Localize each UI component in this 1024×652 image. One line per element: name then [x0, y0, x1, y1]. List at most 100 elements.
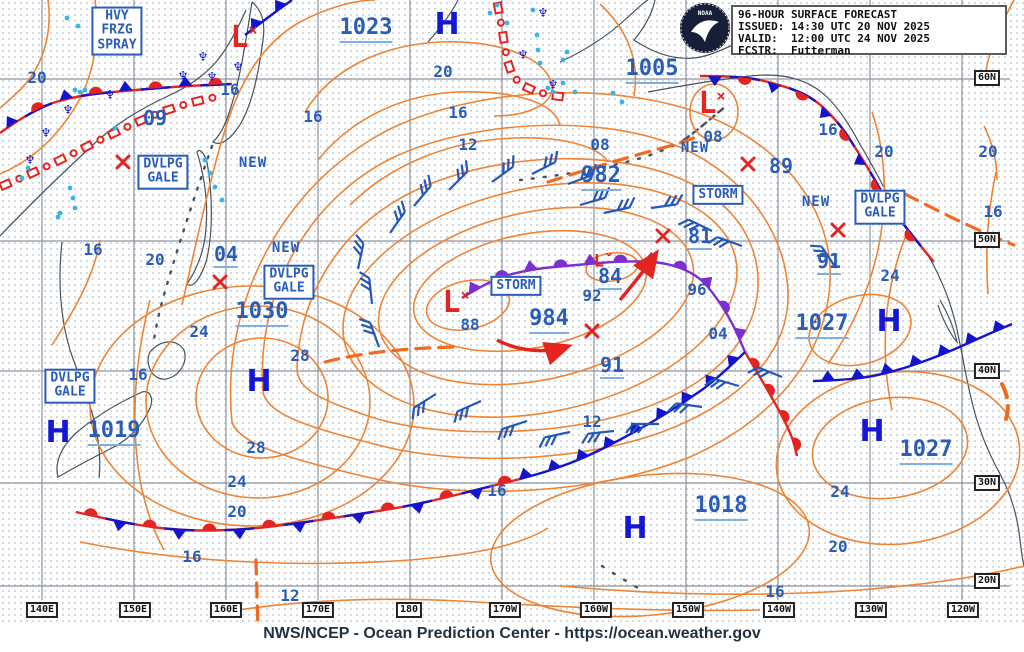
shower-dot-icon — [202, 157, 208, 163]
front-pip-triangle — [734, 327, 747, 341]
wind-barb-icon — [389, 200, 406, 234]
front-pip-triangle — [275, 0, 287, 13]
devel-front-circle — [496, 18, 505, 27]
wind-barb-icon — [352, 234, 365, 270]
isobar — [181, 0, 376, 306]
front-pip-semicircle — [870, 178, 882, 192]
trough-line — [546, 133, 702, 184]
isobar — [808, 293, 912, 367]
wind-barb-icon — [581, 429, 615, 444]
shower-dot-icon — [72, 205, 78, 211]
wind-barb-icon — [358, 318, 381, 348]
island-chain — [682, 104, 728, 142]
trough-line — [323, 345, 457, 364]
front-pip-triangle — [937, 344, 951, 357]
devel-front-rect — [133, 113, 149, 128]
shower-dot-icon — [487, 10, 493, 16]
movement-arrow — [618, 249, 659, 302]
coastline — [186, 149, 212, 286]
front-pip-triangle — [468, 281, 481, 294]
front-pip-triangle — [819, 105, 832, 118]
isobar — [983, 125, 998, 181]
shower-dot-icon — [534, 32, 540, 38]
front-pip-semicircle — [839, 128, 851, 141]
wind-barb-icon — [413, 174, 432, 207]
front-pip-semicircle — [31, 102, 45, 113]
attribution-caption: NWS/NCEP - Ocean Prediction Center - htt… — [263, 625, 761, 642]
island-chain — [518, 138, 686, 182]
coastline — [59, 241, 101, 479]
front-pip-semicircle — [142, 519, 157, 528]
wind-barb-icon — [411, 393, 437, 420]
front-pip-triangle — [656, 407, 669, 420]
shower-dot-icon — [55, 214, 61, 220]
position-x-icon — [830, 222, 846, 238]
wind-barb-icon — [497, 419, 528, 441]
coastline — [427, 0, 459, 43]
devel-front-rect — [161, 103, 177, 116]
wind-barb-icon — [538, 430, 571, 449]
front-pip-triangle — [178, 76, 193, 87]
shower-dot-icon — [67, 185, 73, 191]
isobar — [377, 206, 695, 386]
wind-barb-icon — [747, 366, 783, 379]
front-pip-triangle — [547, 459, 562, 471]
shower-dot-icon — [219, 197, 225, 203]
shower-dot-icon — [72, 87, 78, 93]
isobar — [261, 124, 789, 460]
front-pip-triangle — [708, 75, 722, 87]
front-pip-semicircle — [202, 523, 217, 531]
icing-symbol-icon: ♆ — [198, 48, 207, 66]
isobar — [296, 157, 759, 433]
wind-barb-icon — [567, 163, 597, 186]
mixed-front-overlay — [0, 82, 233, 134]
isobar — [195, 337, 329, 459]
shower-dot-icon — [610, 90, 616, 96]
shower-dot-icon — [82, 87, 88, 93]
trough-line — [1000, 382, 1010, 421]
front-pip-triangle — [767, 81, 782, 94]
noaa-logo-text: NOAA — [698, 10, 713, 17]
front-pip-semicircle — [148, 81, 163, 89]
coastline — [937, 299, 959, 345]
isobar — [986, 171, 997, 295]
isobar — [79, 527, 549, 565]
shower-dot-icon — [112, 125, 118, 131]
devel-front-rect — [25, 166, 41, 180]
shower-dot-icon — [70, 195, 76, 201]
devel-front-rect — [106, 126, 122, 140]
front-pip-semicircle — [904, 228, 916, 242]
isobar — [585, 251, 639, 283]
coastline — [56, 391, 153, 478]
isobar — [89, 285, 415, 527]
wind-barb-icon — [579, 186, 611, 207]
header-valid: VALID: 12:00 UTC 24 NOV 2025 — [738, 32, 931, 45]
front-pip-semicircle — [673, 260, 687, 271]
cold-front — [812, 322, 1013, 383]
coastline — [147, 341, 186, 380]
front-pip-triangle — [681, 391, 694, 404]
map-graphics: ♆♆♆♆♆♆ ♆♆♆♆♆ — [0, 0, 1024, 622]
movement-arrow — [496, 338, 573, 366]
front-pip-triangle — [59, 89, 74, 101]
island-chain — [152, 144, 214, 342]
shower-dot-icon — [537, 60, 543, 66]
front-pip-triangle — [519, 467, 533, 480]
shower-dot-icon — [560, 80, 566, 86]
icing-symbol-icon: ♆ — [63, 101, 72, 119]
front-pip-semicircle — [321, 511, 336, 520]
wind-barb-icon — [491, 155, 515, 183]
isobar — [51, 239, 101, 346]
front-pip-triangle — [6, 116, 19, 129]
coastline — [212, 1, 265, 144]
shower-dot-icon — [212, 184, 218, 190]
front-pip-semicircle — [719, 300, 730, 314]
front-pip-semicircle — [497, 475, 512, 485]
front-pip-triangle — [820, 370, 835, 381]
wind-barb-icon — [707, 236, 743, 249]
shower-dot-icon — [64, 15, 70, 21]
front-pip-triangle — [583, 253, 598, 265]
front-pip-semicircle — [613, 254, 628, 262]
wind-barb-icon — [704, 377, 740, 390]
front-pip-triangle — [113, 520, 127, 532]
